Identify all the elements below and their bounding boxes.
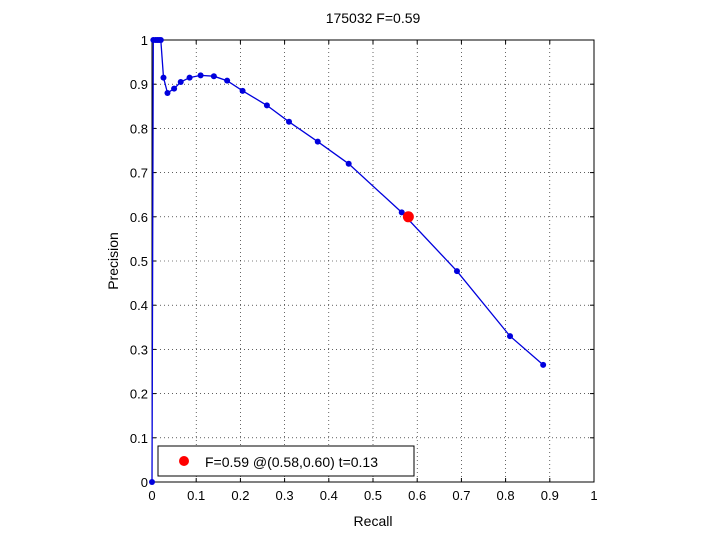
y-tick-label: 0.7 xyxy=(130,166,148,181)
data-point xyxy=(263,102,270,109)
x-tick-label: 0.5 xyxy=(364,488,382,503)
series xyxy=(149,37,547,485)
data-point xyxy=(224,77,231,84)
y-tick-label: 0.1 xyxy=(130,431,148,446)
data-point xyxy=(149,479,155,485)
data-point xyxy=(345,160,352,167)
y-tick-label: 0.9 xyxy=(130,77,148,92)
y-tick-label: 0.3 xyxy=(130,342,148,357)
data-point xyxy=(160,74,167,81)
data-point xyxy=(186,74,193,81)
y-tick-label: 0.5 xyxy=(130,254,148,269)
x-tick-label: 0.8 xyxy=(497,488,515,503)
grid xyxy=(152,40,594,482)
x-tick-label: 0.4 xyxy=(320,488,338,503)
x-axis-label: Recall xyxy=(354,513,393,529)
x-tick-label: 0.2 xyxy=(231,488,249,503)
data-point xyxy=(507,333,514,340)
y-tick-label: 0.2 xyxy=(130,387,148,402)
data-point xyxy=(453,268,460,275)
data-point xyxy=(164,90,171,97)
y-axis-ticks: 0 0.1 0.2 0.3 0.4 0.5 0.6 0.7 0.8 0.9 1 xyxy=(130,33,594,490)
data-point xyxy=(177,78,184,85)
data-point xyxy=(197,72,204,79)
y-tick-label: 1 xyxy=(141,33,148,48)
x-tick-label: 0.1 xyxy=(187,488,205,503)
x-tick-label: 0.7 xyxy=(452,488,470,503)
y-axis-label: Precision xyxy=(105,232,121,290)
y-tick-label: 0.8 xyxy=(130,121,148,136)
data-point xyxy=(398,209,405,216)
x-tick-label: 1 xyxy=(590,488,597,503)
data-point xyxy=(210,73,217,80)
legend: F=0.59 @(0.58,0.60) t=0.13 xyxy=(157,445,415,477)
x-tick-label: 0.9 xyxy=(541,488,559,503)
x-tick-label: 0.3 xyxy=(276,488,294,503)
y-tick-label: 0 xyxy=(141,475,148,490)
legend-box xyxy=(157,445,415,477)
data-point xyxy=(540,361,547,368)
x-axis-ticks: 0 0.1 0.2 0.3 0.4 0.5 0.6 0.7 0.8 0.9 1 xyxy=(148,40,598,503)
y-tick-label: 0.4 xyxy=(130,298,148,313)
data-point xyxy=(239,87,246,94)
legend-marker xyxy=(179,456,189,466)
legend-label: F=0.59 @(0.58,0.60) t=0.13 xyxy=(205,454,378,470)
x-tick-label: 0 xyxy=(148,488,155,503)
data-point xyxy=(286,118,293,125)
chart-title: 175032 F=0.59 xyxy=(326,10,421,26)
x-tick-label: 0.6 xyxy=(408,488,426,503)
best-f-point xyxy=(402,211,414,223)
data-point xyxy=(171,85,178,92)
data-point xyxy=(314,138,321,145)
y-tick-label: 0.6 xyxy=(130,210,148,225)
highlight xyxy=(402,211,414,223)
data-point xyxy=(157,37,164,43)
